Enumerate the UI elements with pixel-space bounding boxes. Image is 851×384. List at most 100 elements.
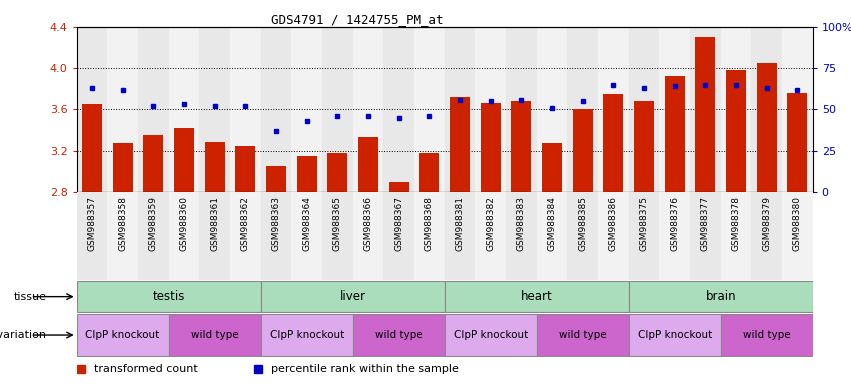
Text: GDS4791 / 1424755_PM_at: GDS4791 / 1424755_PM_at xyxy=(271,13,443,26)
Text: GSM988361: GSM988361 xyxy=(210,197,219,252)
Bar xyxy=(568,27,598,192)
Bar xyxy=(634,101,654,192)
Bar xyxy=(481,103,500,192)
Bar xyxy=(450,97,470,192)
Bar xyxy=(782,27,813,192)
Bar xyxy=(598,192,629,280)
Bar xyxy=(266,166,286,192)
Text: brain: brain xyxy=(705,290,736,303)
Text: GSM988360: GSM988360 xyxy=(180,197,188,252)
Bar xyxy=(138,192,168,280)
Bar xyxy=(414,192,444,280)
Bar xyxy=(107,27,138,192)
Bar xyxy=(77,314,168,356)
Bar xyxy=(629,281,813,312)
Bar xyxy=(77,192,107,280)
Text: GSM988366: GSM988366 xyxy=(363,197,373,252)
Text: GSM988378: GSM988378 xyxy=(732,197,740,252)
Bar xyxy=(751,27,782,192)
Text: ClpP knockout: ClpP knockout xyxy=(85,330,160,340)
Bar xyxy=(174,128,194,192)
Bar xyxy=(690,192,721,280)
Bar xyxy=(352,192,383,280)
Bar xyxy=(204,142,225,192)
Bar xyxy=(598,27,629,192)
Bar xyxy=(291,27,322,192)
Bar xyxy=(629,314,721,356)
Bar xyxy=(352,27,383,192)
Text: testis: testis xyxy=(152,290,185,303)
Bar xyxy=(444,192,476,280)
Bar xyxy=(721,27,751,192)
Bar xyxy=(444,27,476,192)
Text: GSM988368: GSM988368 xyxy=(425,197,434,252)
Bar xyxy=(444,281,629,312)
Bar xyxy=(199,27,230,192)
Text: genotype/variation: genotype/variation xyxy=(0,330,47,340)
Bar xyxy=(665,76,685,192)
Text: GSM988376: GSM988376 xyxy=(671,197,679,252)
Bar xyxy=(511,101,531,192)
Bar xyxy=(690,27,721,192)
Bar xyxy=(322,192,352,280)
Bar xyxy=(506,192,537,280)
Bar xyxy=(573,109,592,192)
Bar xyxy=(782,192,813,280)
Bar xyxy=(476,192,506,280)
Text: liver: liver xyxy=(340,290,366,303)
Bar xyxy=(660,27,690,192)
Bar xyxy=(260,192,291,280)
Bar xyxy=(82,104,102,192)
Text: percentile rank within the sample: percentile rank within the sample xyxy=(271,364,459,374)
Text: wild type: wild type xyxy=(191,330,238,340)
Text: ClpP knockout: ClpP knockout xyxy=(637,330,711,340)
Bar xyxy=(352,314,444,356)
Text: GSM988380: GSM988380 xyxy=(793,197,802,252)
Bar xyxy=(112,144,133,192)
Text: wild type: wild type xyxy=(559,330,607,340)
Text: GSM988379: GSM988379 xyxy=(762,197,771,252)
Text: GSM988357: GSM988357 xyxy=(88,197,96,252)
Text: GSM988365: GSM988365 xyxy=(333,197,342,252)
Text: ClpP knockout: ClpP knockout xyxy=(454,330,528,340)
Text: GSM988362: GSM988362 xyxy=(241,197,250,251)
Bar xyxy=(168,192,199,280)
Text: wild type: wild type xyxy=(743,330,791,340)
Bar xyxy=(721,314,813,356)
Bar xyxy=(476,27,506,192)
Text: GSM988375: GSM988375 xyxy=(639,197,648,252)
Text: tissue: tissue xyxy=(14,291,47,302)
Bar xyxy=(260,281,444,312)
Bar xyxy=(297,156,317,192)
Bar xyxy=(506,27,537,192)
Bar xyxy=(230,192,260,280)
Bar xyxy=(260,27,291,192)
Bar xyxy=(721,192,751,280)
Bar xyxy=(107,192,138,280)
Text: wild type: wild type xyxy=(374,330,422,340)
Bar xyxy=(568,192,598,280)
Text: GSM988363: GSM988363 xyxy=(271,197,281,252)
Bar xyxy=(787,93,808,192)
Text: heart: heart xyxy=(521,290,552,303)
Bar xyxy=(389,182,408,192)
Text: GSM988358: GSM988358 xyxy=(118,197,127,252)
Bar xyxy=(420,153,439,192)
Bar xyxy=(542,144,562,192)
Bar xyxy=(751,192,782,280)
Bar xyxy=(629,192,660,280)
Bar xyxy=(168,27,199,192)
Text: GSM988386: GSM988386 xyxy=(608,197,618,252)
Bar xyxy=(328,153,347,192)
Bar xyxy=(143,135,163,192)
Text: GSM988383: GSM988383 xyxy=(517,197,526,252)
Bar xyxy=(383,192,414,280)
Bar xyxy=(230,27,260,192)
Bar xyxy=(537,192,568,280)
Text: GSM988384: GSM988384 xyxy=(547,197,557,251)
Bar xyxy=(383,27,414,192)
Bar xyxy=(358,137,378,192)
Text: GSM988382: GSM988382 xyxy=(486,197,495,251)
Bar xyxy=(138,27,168,192)
Bar xyxy=(260,314,352,356)
